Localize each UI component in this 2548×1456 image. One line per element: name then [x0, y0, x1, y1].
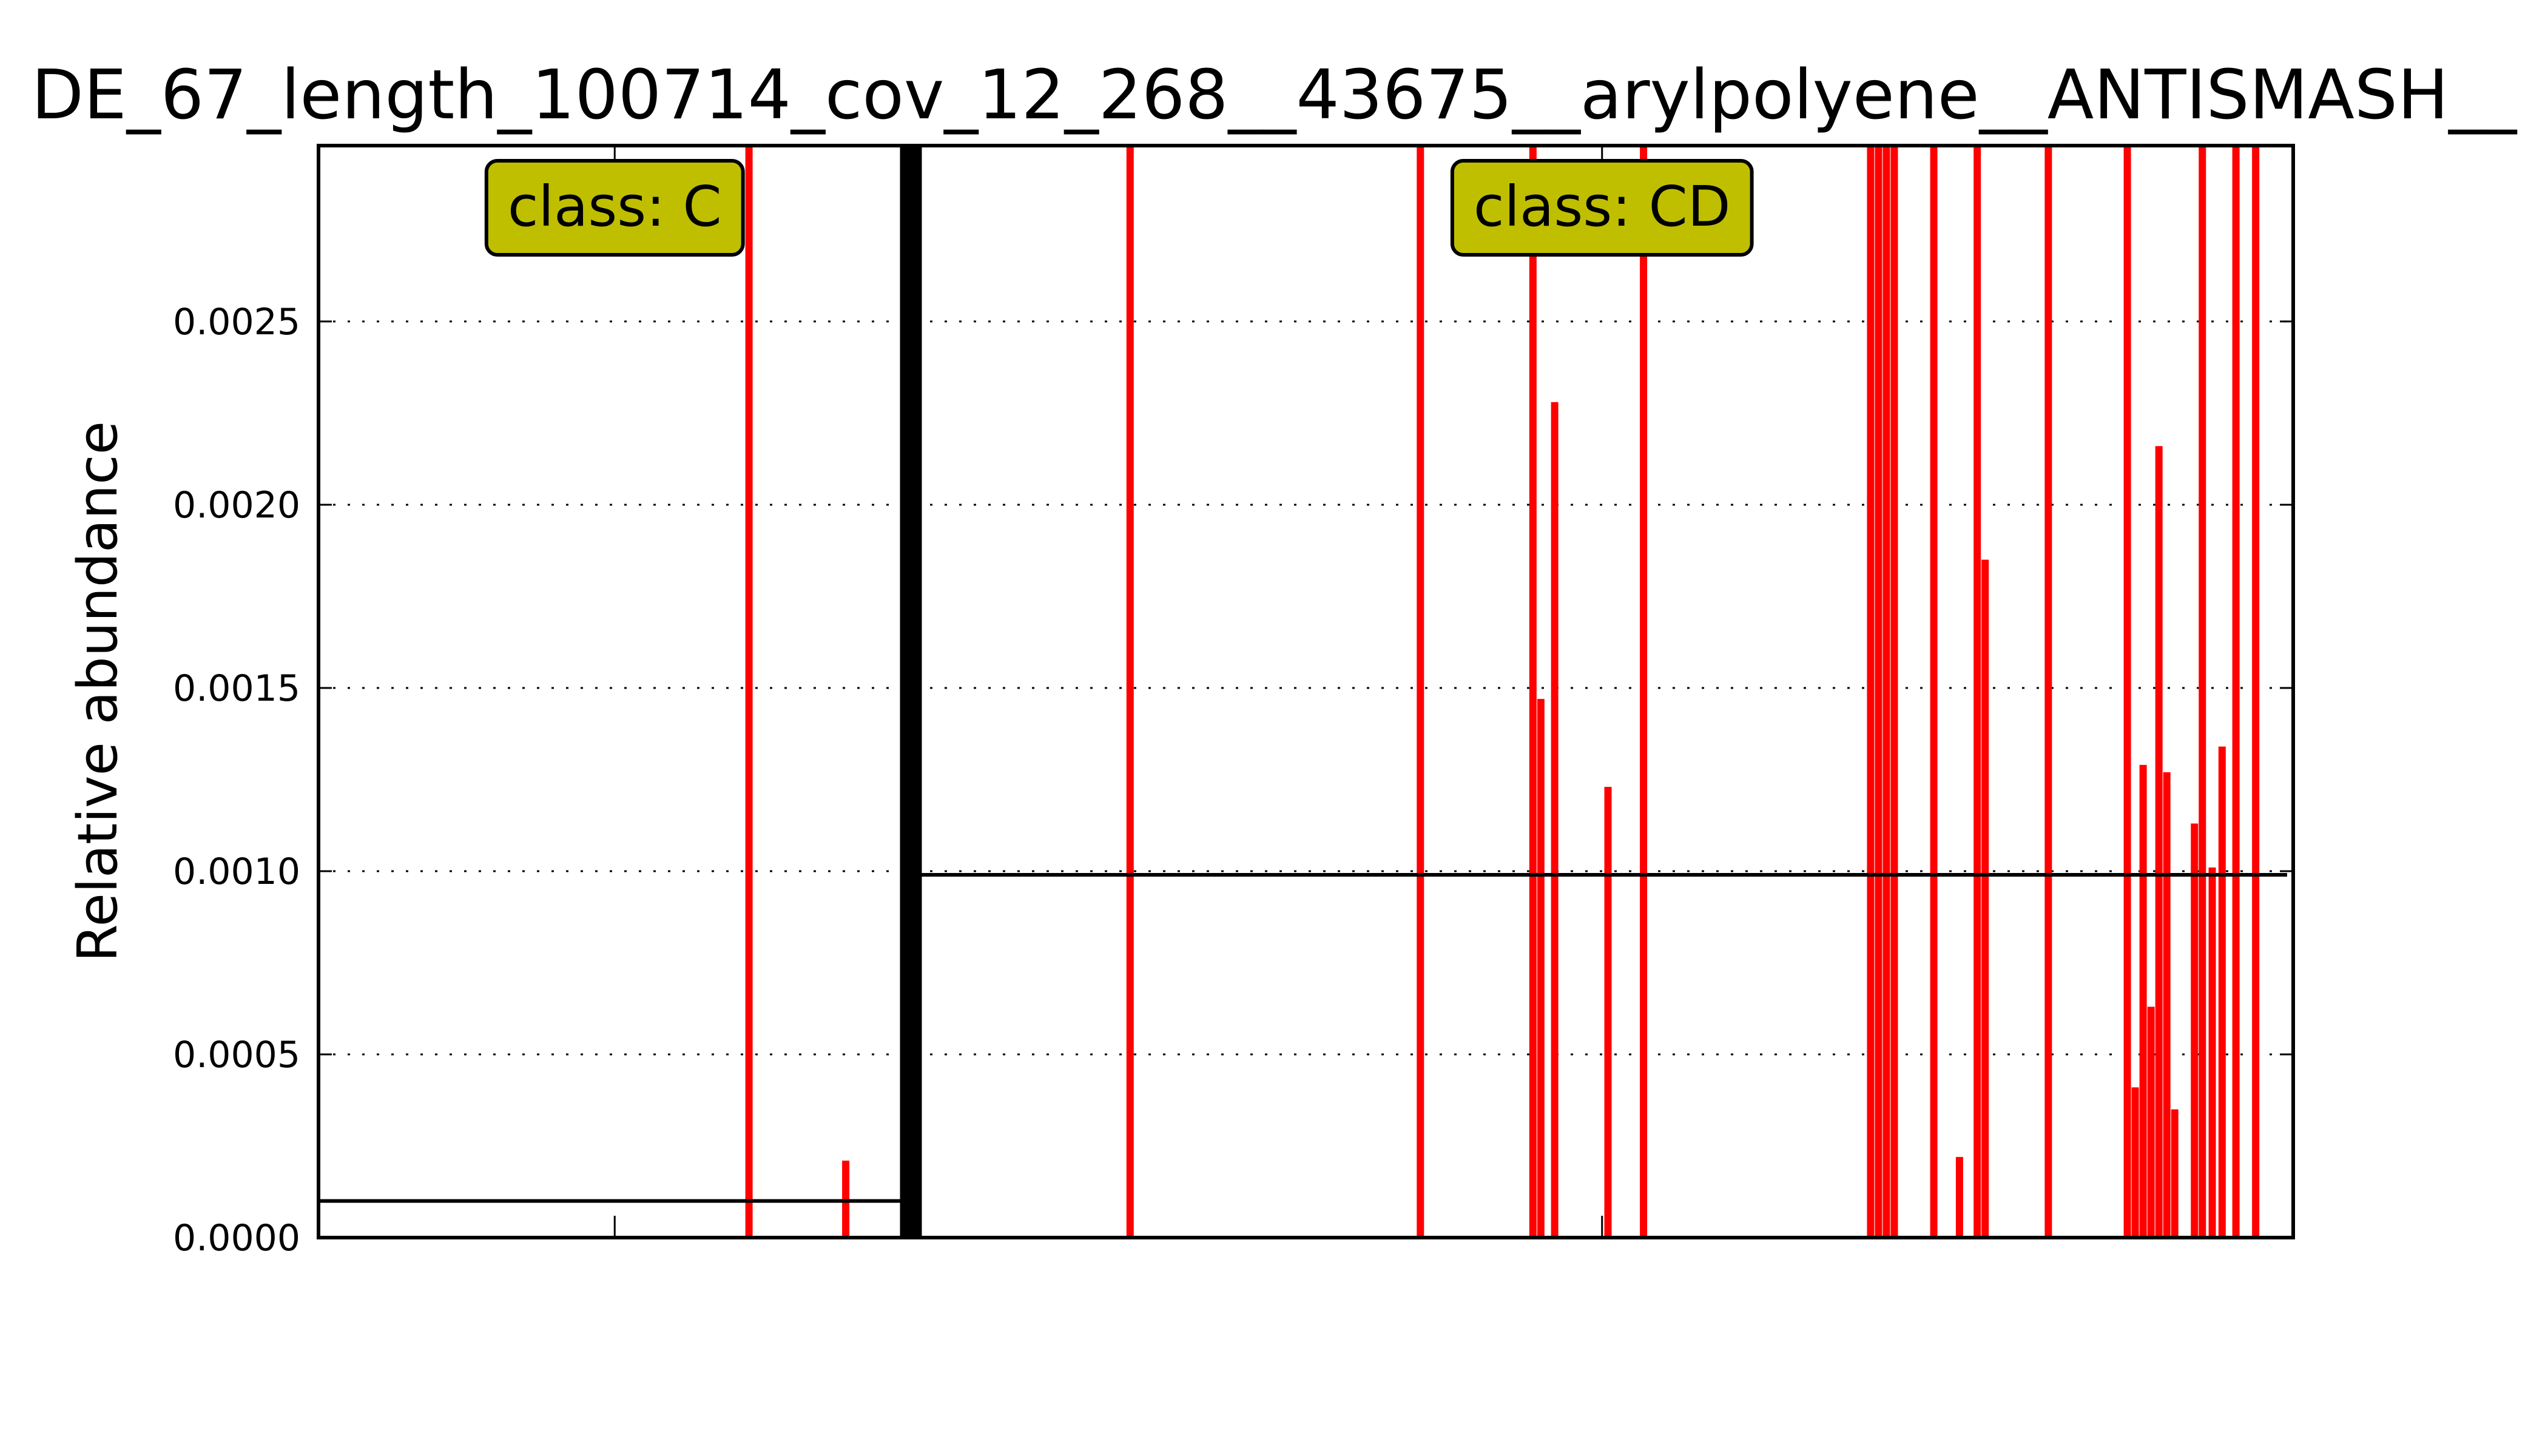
bar — [2131, 1087, 2139, 1238]
x-ticks — [613, 146, 1603, 1238]
class-label-background — [1450, 159, 1754, 257]
bars — [745, 146, 2260, 1238]
bar — [2044, 146, 2052, 1238]
y-tick-label: 0.0025 — [173, 301, 300, 343]
bar — [745, 146, 753, 1238]
bar — [2155, 446, 2163, 1238]
bar — [1882, 146, 1890, 1238]
bar — [2147, 1006, 2155, 1238]
class-label-box: class: CD — [1450, 159, 1754, 257]
bar — [2123, 146, 2131, 1238]
bar — [1417, 146, 1424, 1238]
y-ticks: 0.0000 0.0005 0.0010 0.0015 0.0020 0.0025 — [173, 301, 2293, 1259]
bar — [2252, 146, 2260, 1238]
class-label-box: class: C — [484, 159, 745, 257]
class-label-text: class: CD — [1474, 174, 1731, 239]
bar — [1955, 1157, 1963, 1238]
bar — [1537, 699, 1545, 1238]
bar — [2191, 823, 2199, 1238]
bar — [2199, 146, 2206, 1238]
class-divider — [900, 146, 922, 1238]
bar — [1981, 559, 1989, 1238]
bar — [1930, 146, 1938, 1238]
y-axis-label: Relative abundance — [66, 421, 130, 962]
bar — [1867, 146, 1875, 1238]
bar — [2163, 772, 2171, 1238]
bar — [842, 1161, 850, 1238]
y-tick-label: 0.0010 — [173, 851, 300, 893]
bar — [2171, 1109, 2179, 1238]
bar — [2232, 146, 2240, 1238]
bar — [1604, 787, 1612, 1238]
bar — [1640, 146, 1648, 1238]
class-divider-group — [900, 146, 922, 1238]
grid-lines — [318, 320, 2293, 1056]
bar — [2139, 764, 2147, 1238]
plot-frame — [317, 144, 2295, 1239]
bar — [1551, 402, 1559, 1238]
threshold-lines — [318, 873, 2287, 1203]
bar — [1973, 146, 1981, 1238]
bar — [1890, 146, 1898, 1238]
class-label-background — [484, 159, 745, 257]
class-labels: class: C class: CD — [484, 159, 1754, 257]
class-label-text: class: C — [508, 174, 722, 239]
y-tick-label: 0.0015 — [173, 667, 300, 710]
chart-title: DE_67_length_100714_cov_12_268__43675__a… — [32, 56, 2518, 135]
y-tick-label: 0.0005 — [173, 1034, 300, 1076]
y-tick-label: 0.0020 — [173, 484, 300, 527]
bar — [2218, 746, 2226, 1238]
bar — [1875, 146, 1882, 1238]
bar — [1126, 146, 1134, 1238]
y-tick-label: 0.0000 — [173, 1217, 300, 1259]
bar — [1529, 146, 1537, 1238]
bar — [2208, 867, 2216, 1238]
